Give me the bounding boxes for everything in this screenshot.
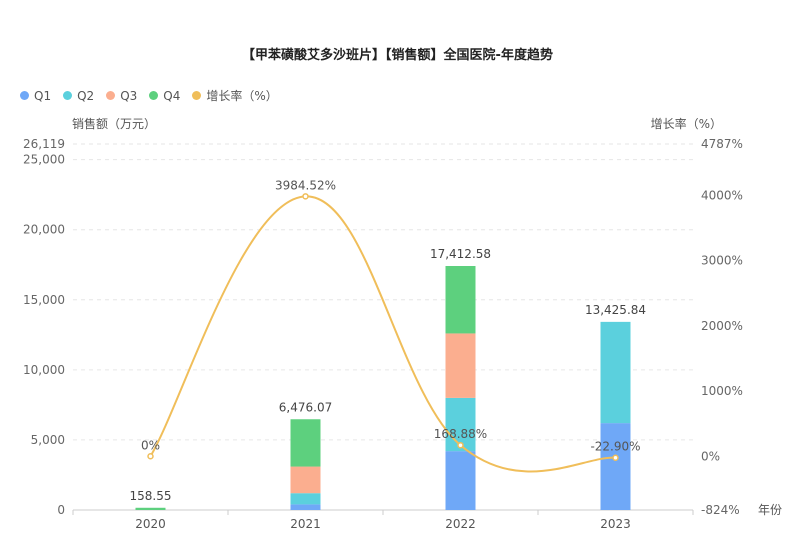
- bar-total-label: 6,476.07: [279, 400, 332, 414]
- y-tick-label: 0: [57, 503, 65, 517]
- y2-tick-label: 2000%: [701, 319, 743, 333]
- bar-q3: [445, 333, 476, 398]
- legend-marker-q3: [106, 91, 116, 100]
- bar-q4: [445, 266, 476, 334]
- y-tick-label: 5,000: [31, 433, 65, 447]
- legend-label-q3: Q3: [120, 88, 138, 103]
- legend-marker-q4: [149, 91, 159, 100]
- legend-label-q1: Q1: [34, 88, 52, 103]
- growth-label: 0%: [141, 438, 160, 452]
- x-tick-label: 2023: [600, 517, 631, 531]
- y-tick-label: 26,119: [23, 137, 65, 151]
- bar-q3: [290, 466, 321, 494]
- y2-tick-label: 0%: [701, 449, 720, 463]
- y2-tick-label: 1000%: [701, 384, 743, 398]
- y2-tick-label: 3000%: [701, 254, 743, 268]
- legend-label-growth: 增长率（%）: [206, 89, 278, 103]
- bar-q4: [135, 507, 166, 510]
- bar-q1: [445, 451, 476, 510]
- y2-tick-label: -824%: [701, 503, 740, 517]
- bar-q4: [290, 419, 321, 467]
- x-tick-label: 2021: [290, 517, 321, 531]
- y-tick-label: 20,000: [23, 223, 65, 237]
- growth-label: 168.88%: [434, 427, 487, 441]
- bar-q2: [290, 493, 321, 505]
- legend-label-q2: Q2: [77, 88, 95, 103]
- y2-axis-title: 增长率（%）: [651, 116, 722, 131]
- bar-total-label: 158.55: [130, 489, 172, 503]
- legend-item-q2[interactable]: Q2: [63, 87, 94, 104]
- growth-line: [149, 195, 616, 473]
- legend-label-q4: Q4: [163, 88, 181, 103]
- y-axis-title: 销售额（万元）: [72, 116, 156, 131]
- legend-marker-growth: [192, 91, 202, 100]
- bar-total-label: 17,412.58: [430, 247, 491, 261]
- legend-marker-q2: [63, 91, 73, 100]
- bar-q2: [600, 321, 631, 424]
- x-tick-label: 2020: [135, 517, 166, 531]
- chart-title: 【甲苯磺酸艾多沙班片】【销售额】全国医院-年度趋势: [242, 48, 553, 63]
- y-tick-label: 15,000: [23, 293, 65, 307]
- legend: Q1 Q2 Q3 Q4 增长率（%）: [20, 87, 278, 104]
- y2-tick-label: 4000%: [701, 188, 743, 202]
- growth-point: [147, 453, 154, 460]
- legend-item-growth[interactable]: 增长率（%）: [192, 87, 278, 104]
- legend-item-q4[interactable]: Q4: [149, 87, 180, 104]
- y-tick-label: 10,000: [23, 363, 65, 377]
- growth-point: [612, 454, 619, 461]
- growth-label: -22.90%: [590, 440, 640, 454]
- y2-tick-label: 4787%: [701, 137, 743, 151]
- bar-total-label: 13,425.84: [585, 303, 646, 317]
- y-tick-label: 25,000: [23, 153, 65, 167]
- x-tick-label: 2022: [445, 517, 476, 531]
- legend-item-q1[interactable]: Q1: [20, 87, 51, 104]
- growth-label: 3984.52%: [275, 178, 336, 192]
- legend-marker-q1: [20, 91, 29, 100]
- bar-q1: [290, 504, 321, 510]
- growth-point: [302, 193, 309, 200]
- legend-item-q3[interactable]: Q3: [106, 87, 137, 104]
- bar-q1: [600, 423, 631, 510]
- growth-point: [457, 441, 464, 449]
- x-axis-title: 年份: [758, 503, 782, 517]
